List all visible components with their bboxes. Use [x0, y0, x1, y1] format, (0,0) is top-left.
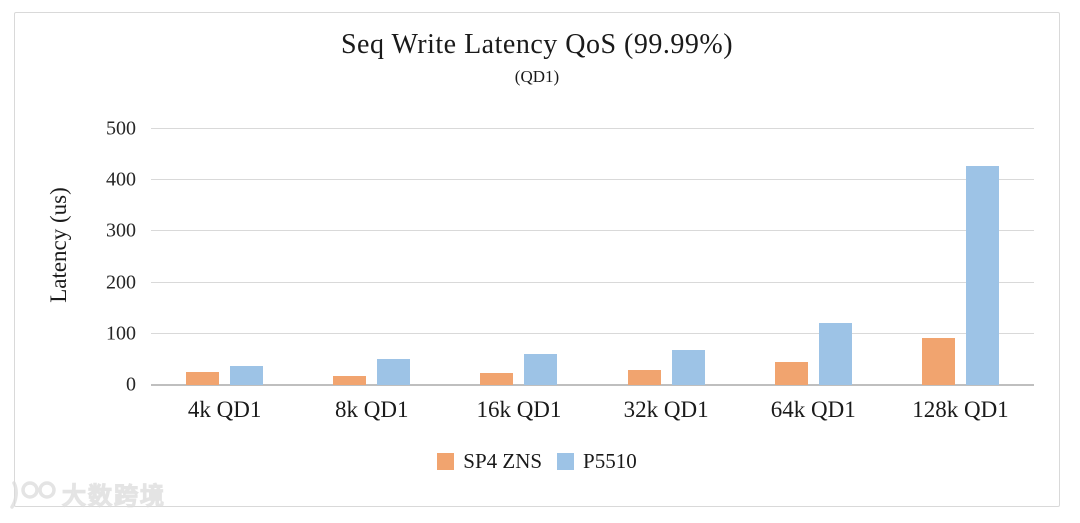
x-axis-line [151, 384, 1034, 386]
x-axis-label: 4k QD1 [187, 397, 262, 422]
bar-sp4-zns [333, 375, 367, 385]
bar-p5510 [965, 165, 999, 385]
y-tick-label: 200 [106, 271, 136, 294]
y-tick-label: 500 [106, 117, 136, 140]
x-axis-label: 32k QD1 [623, 397, 709, 422]
gridline [151, 332, 1034, 334]
gridline [151, 128, 1034, 129]
gridline [151, 179, 1034, 181]
bar-p5510 [524, 354, 558, 385]
bar-group [740, 129, 887, 385]
bar-p5510 [230, 365, 264, 385]
x-axis-label: 128k QD1 [912, 397, 1009, 422]
bar-sp4-zns [186, 372, 220, 385]
legend: SP4 ZNS P5510 [15, 449, 1059, 474]
y-tick-label: 100 [106, 322, 136, 345]
bar-p5510 [671, 350, 705, 385]
x-axis-labels: 4k QD1 8k QD1 16k QD1 32k QD1 64k QD1 128k QD… [151, 397, 1034, 423]
plot-area: 0 100 200 300 400 500 [106, 118, 1034, 396]
legend-label: SP4 ZNS [463, 449, 543, 473]
legend-item: SP4 ZNS [437, 449, 542, 474]
bar-group [445, 129, 592, 385]
chart-subtitle: (QD1) [514, 67, 560, 86]
gridline [151, 230, 1034, 232]
y-tick-label: 0 [126, 373, 136, 396]
bar-p5510 [377, 359, 411, 385]
bar-sp4-zns [774, 361, 808, 385]
y-tick-label: 400 [106, 168, 136, 191]
bar-group [593, 129, 740, 385]
x-axis-label: 16k QD1 [476, 397, 562, 422]
chart-title: Seq Write Latency QoS (99.99%) [340, 29, 734, 60]
watermark-text: 大数跨境 [62, 482, 166, 511]
bar-sp4-zns [627, 370, 661, 385]
watermark-100-logo-icon [10, 480, 56, 509]
y-axis-title: Latency (us) [46, 187, 71, 303]
bar-sp4-zns [921, 337, 955, 385]
bar-sp4-zns [480, 372, 514, 385]
legend-swatch-icon [437, 453, 455, 470]
legend-label: P5510 [583, 449, 637, 473]
x-axis-label: 8k QD1 [335, 397, 409, 422]
legend-swatch-icon [557, 453, 575, 470]
chart-frame: Seq Write Latency QoS (99.99%) (QD1) Lat… [14, 12, 1060, 507]
bar-group [298, 129, 445, 385]
gridline [151, 281, 1034, 283]
bar-p5510 [818, 322, 852, 385]
y-tick-label: 300 [106, 219, 136, 242]
watermark: 大数跨境 [6, 476, 166, 511]
bar-group [151, 129, 298, 385]
x-axis-label: 64k QD1 [770, 397, 856, 422]
bar-group [887, 129, 1034, 385]
bar-groups [151, 129, 1034, 385]
legend-item: P5510 [557, 449, 637, 474]
